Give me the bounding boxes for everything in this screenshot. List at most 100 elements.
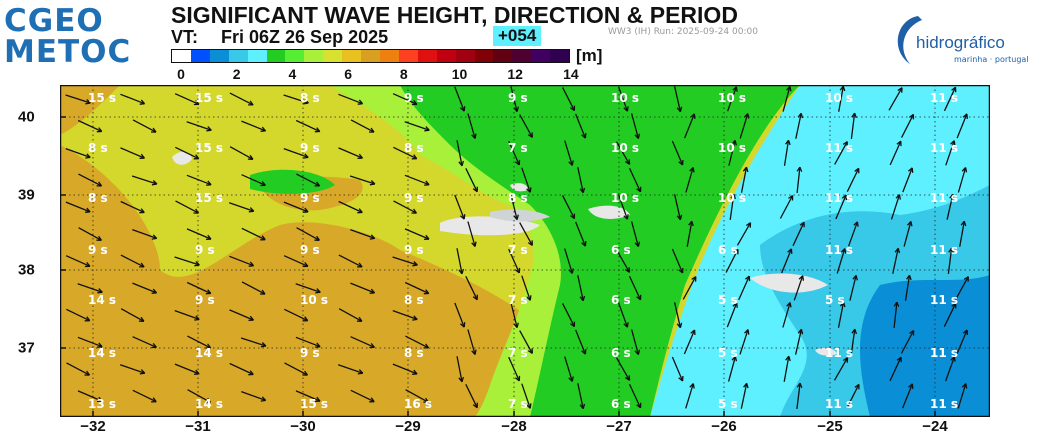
direction-arrow-icon <box>467 221 477 247</box>
direction-arrow-icon <box>519 330 533 354</box>
chart-title: SIGNIFICANT WAVE HEIGHT, DIRECTION & PER… <box>171 2 738 28</box>
period-label: 7 s <box>508 346 528 360</box>
direction-arrow-icon <box>338 254 363 268</box>
direction-arrow-icon <box>510 302 519 329</box>
period-label: 7 s <box>508 141 528 155</box>
period-label: 8 s <box>88 191 108 205</box>
period-label: 8 s <box>508 191 528 205</box>
direction-arrow-icon <box>739 113 750 139</box>
period-label: 10 s <box>718 191 746 205</box>
longitude-tick-label: −30 <box>290 418 316 435</box>
direction-arrow-icon <box>465 168 478 193</box>
direction-arrow-icon <box>630 329 641 356</box>
direction-arrow-icon <box>847 221 859 247</box>
direction-arrow-icon <box>392 93 418 106</box>
direction-arrow-icon <box>350 282 376 294</box>
direction-arrow-icon <box>796 166 803 193</box>
direction-arrow-icon <box>405 335 430 349</box>
period-label: 7 s <box>508 293 528 307</box>
direction-arrow-icon <box>780 248 793 274</box>
direction-arrow-icon <box>120 308 145 322</box>
direction-arrow-icon <box>519 114 533 138</box>
period-label: 10 s <box>611 191 639 205</box>
direction-arrow-icon <box>671 140 684 166</box>
direction-arrow-icon <box>66 362 91 376</box>
period-label: 5 s <box>718 346 738 360</box>
direction-arrow-icon <box>956 113 968 139</box>
period-label: 11 s <box>930 91 958 105</box>
direction-arrow-icon <box>943 86 957 112</box>
direction-arrow-icon <box>350 119 375 133</box>
colorbar-swatch <box>228 50 248 62</box>
direction-arrow-icon <box>888 87 903 111</box>
direction-arrow-icon <box>283 201 309 213</box>
direction-arrow-icon <box>726 86 738 112</box>
colorbar-label: 8 <box>399 66 408 82</box>
period-label: 9 s <box>404 243 424 257</box>
direction-arrow-icon <box>685 167 695 193</box>
direction-arrow-icon <box>729 193 737 220</box>
wave-direction-arrows <box>65 85 969 410</box>
direction-arrow-icon <box>889 356 902 382</box>
direction-arrow-icon <box>283 94 309 105</box>
period-label: 13 s <box>88 397 116 411</box>
longitude-tick-label: −32 <box>80 418 106 435</box>
period-label: 5 s <box>718 293 738 307</box>
direction-arrow-icon <box>350 336 375 349</box>
direction-arrow-icon <box>890 194 901 220</box>
direction-arrow-icon <box>849 274 858 301</box>
direction-arrow-icon <box>740 166 749 193</box>
direction-arrow-icon <box>175 146 200 160</box>
direction-arrow-icon <box>562 195 576 220</box>
direction-arrow-icon <box>959 220 967 247</box>
direction-arrow-icon <box>338 200 363 214</box>
direction-arrow-icon <box>77 390 103 403</box>
period-label: 8 s <box>300 91 320 105</box>
direction-arrow-icon <box>945 140 956 166</box>
longitude-tick-label: −24 <box>922 418 948 435</box>
direction-arrow-icon <box>131 175 158 186</box>
direction-arrow-icon <box>630 221 641 248</box>
period-label: 16 s <box>404 397 432 411</box>
direction-arrow-icon <box>241 227 266 241</box>
period-label: 15 s <box>195 91 223 105</box>
period-label: 9 s <box>195 243 215 257</box>
period-label: 11 s <box>825 397 853 411</box>
direction-arrow-icon <box>404 281 430 295</box>
direction-arrow-icon <box>577 383 586 410</box>
direction-arrow-icon <box>132 119 157 133</box>
direction-arrow-icon <box>795 112 804 139</box>
period-label: 11 s <box>930 243 958 257</box>
latitude-tick-label: 38 <box>18 261 35 279</box>
period-label: 11 s <box>930 191 958 205</box>
colorbar-swatch <box>172 50 191 62</box>
direction-arrow-icon <box>521 275 532 301</box>
colorbar-swatch <box>417 50 437 62</box>
direction-arrow-icon <box>229 146 254 160</box>
period-label: 10 s <box>718 141 746 155</box>
direction-arrow-icon <box>392 309 418 321</box>
colorbar-swatch <box>474 50 494 62</box>
period-label: 11 s <box>930 397 958 411</box>
vt-label: VT: <box>171 27 198 47</box>
direction-arrow-icon <box>617 302 629 328</box>
map-frame <box>60 85 990 417</box>
period-label: 10 s <box>825 91 853 105</box>
colorbar-swatch <box>266 50 286 62</box>
direction-arrow-icon <box>229 362 254 376</box>
period-label: 7 s <box>508 397 528 411</box>
direction-arrow-icon <box>782 302 792 328</box>
direction-arrow-icon <box>295 336 321 348</box>
direction-arrow-icon <box>577 167 586 194</box>
colorbar-label: 2 <box>232 66 241 82</box>
direction-arrow-icon <box>889 140 902 166</box>
direction-arrow-icon <box>957 383 968 409</box>
direction-arrow-icon <box>838 85 846 112</box>
direction-arrow-icon <box>404 121 430 132</box>
direction-arrow-icon <box>186 174 212 186</box>
direction-arrow-icon <box>783 355 791 382</box>
direction-arrow-icon <box>338 308 363 322</box>
period-label: 11 s <box>825 346 853 360</box>
direction-arrow-icon <box>521 383 532 409</box>
period-label: 5 s <box>718 397 738 411</box>
